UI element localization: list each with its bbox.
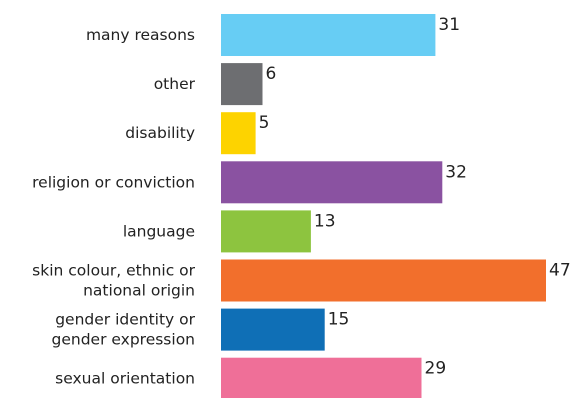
bar-0 (221, 14, 436, 56)
category-label-line: religion or conviction (32, 173, 195, 191)
category-label-line: skin colour, ethnic or (32, 262, 195, 280)
bar-4 (221, 210, 311, 253)
category-label-line: many reasons (86, 26, 195, 44)
bar-3 (221, 161, 443, 204)
value-label-4: 13 (314, 211, 336, 231)
category-label-1: other (154, 75, 196, 93)
bar-7 (221, 357, 422, 398)
bars-group: many reasons 31 other 6 disability 5 religion … (32, 14, 571, 398)
category-label-line: sexual orientation (55, 370, 195, 388)
value-label-5: 47 (549, 261, 571, 281)
category-label-4: language (123, 222, 195, 240)
value-label-7: 29 (425, 359, 447, 379)
category-label-line: gender identity or (55, 311, 195, 329)
bar-5 (221, 259, 546, 302)
value-label-1: 6 (266, 64, 277, 84)
category-label-7: sexual orientation (55, 370, 195, 388)
category-label-line: other (154, 75, 196, 93)
bar-6 (221, 308, 325, 351)
category-label-line: disability (125, 124, 195, 142)
category-label-line: language (123, 222, 195, 240)
category-label-5: skin colour, ethnic or national origin (32, 262, 195, 300)
category-label-line: national origin (83, 282, 195, 300)
category-label-6: gender identity or gender expression (52, 311, 196, 349)
category-label-2: disability (125, 124, 195, 142)
bar-1 (221, 63, 263, 106)
value-label-0: 31 (438, 15, 460, 35)
value-label-2: 5 (259, 113, 270, 133)
value-label-6: 15 (328, 310, 350, 330)
category-label-0: many reasons (86, 26, 195, 44)
value-label-3: 32 (445, 162, 467, 182)
bar-2 (221, 112, 256, 155)
category-label-line: gender expression (52, 331, 195, 349)
category-label-3: religion or conviction (32, 173, 195, 191)
